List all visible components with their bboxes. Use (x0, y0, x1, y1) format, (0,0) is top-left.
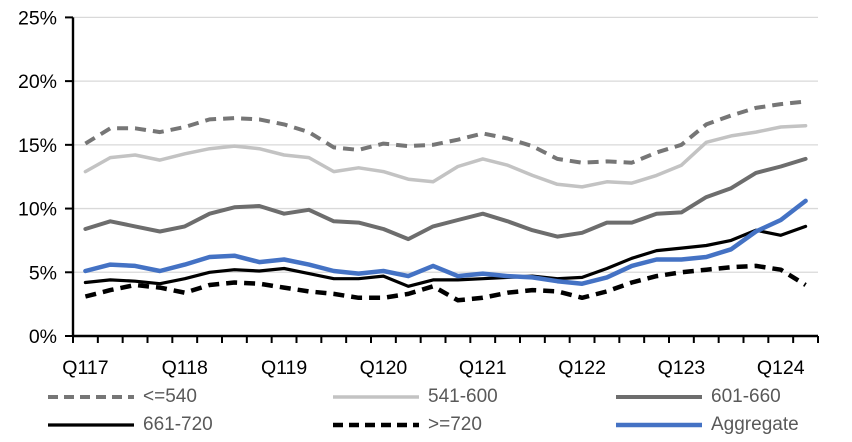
x-tick-label-Q120: Q120 (360, 357, 408, 379)
series-line-720 (84, 263, 807, 303)
legend-label: >=720 (428, 414, 482, 435)
legend-swatch-aggregate (616, 422, 702, 428)
legend-swatch-661720 (48, 423, 134, 427)
y-tick-label-20%: 20% (18, 71, 57, 93)
series-line-601660 (83, 156, 808, 242)
series-line-541600 (83, 123, 808, 189)
legend-item-541600: 541-600 (333, 385, 498, 409)
x-tick-label-Q119: Q119 (261, 357, 307, 379)
legend-label: Aggregate (711, 414, 799, 435)
legend-item-aggregate: Aggregate (616, 413, 799, 437)
y-tick-label-25%: 25% (18, 7, 57, 29)
y-tick-label-10%: 10% (18, 199, 57, 221)
y-tick-label-15%: 15% (18, 135, 57, 157)
series-line-aggregate (83, 198, 808, 286)
legend-label: <=540 (143, 386, 197, 407)
x-tick-label-Q121: Q121 (459, 357, 507, 379)
legend-swatch-540 (48, 395, 134, 399)
legend-item-661720: 661-720 (48, 413, 213, 437)
legend-item-540: <=540 (48, 385, 197, 409)
legend-item-720: >=720 (333, 413, 482, 437)
x-tick-label-Q118: Q118 (162, 357, 208, 379)
y-tick-label-0%: 0% (29, 326, 57, 348)
series-line-661720 (83, 224, 808, 288)
x-tick-label-Q117: Q117 (62, 357, 108, 379)
x-tick-label-Q123: Q123 (658, 357, 706, 379)
legend-label: 601-660 (711, 386, 781, 407)
x-tick-label-Q124: Q124 (757, 357, 805, 379)
series-line-540 (84, 99, 806, 165)
legend-label: 541-600 (428, 386, 498, 407)
y-tick-label-5%: 5% (29, 262, 57, 284)
legend-label: 661-720 (143, 414, 213, 435)
legend-swatch-720 (333, 422, 419, 428)
legend-swatch-601660 (616, 395, 702, 399)
x-tick-label-Q122: Q122 (558, 357, 606, 379)
legend-item-601660: 601-660 (616, 385, 781, 409)
legend-swatch-541600 (333, 395, 419, 399)
